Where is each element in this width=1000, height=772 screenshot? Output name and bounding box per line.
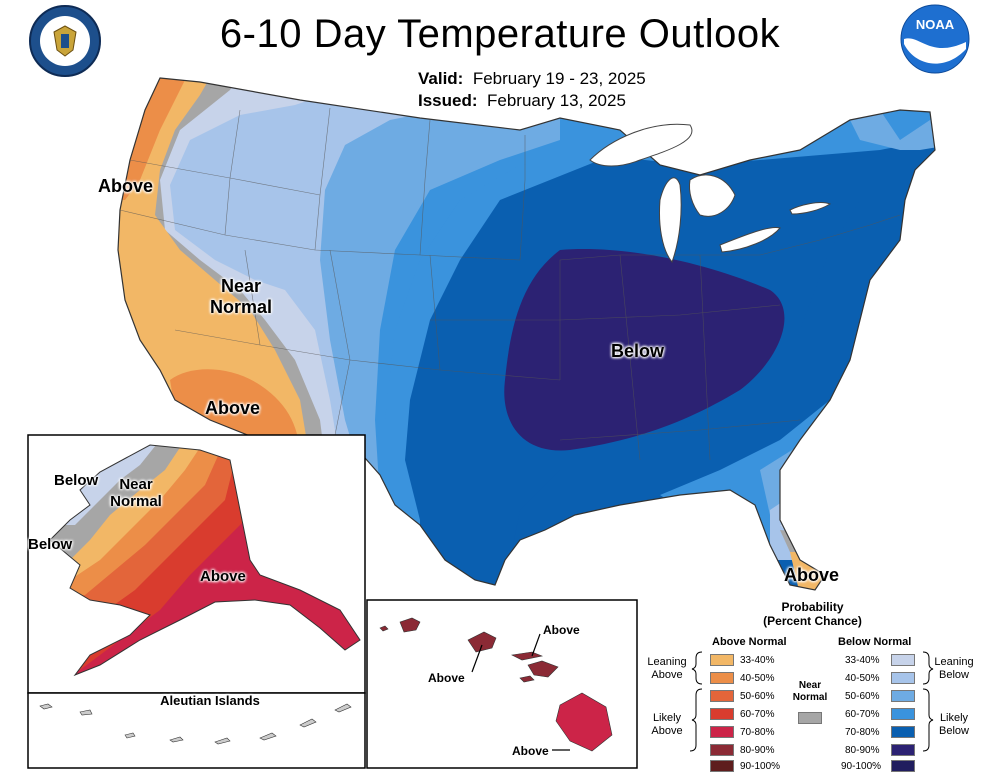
label-above-southwest: Above	[205, 398, 261, 418]
legend-above-80-90: 80-90%	[710, 744, 774, 756]
noaa-logo-icon: NOAA	[900, 4, 970, 74]
issued-label: Issued:	[418, 91, 478, 110]
legend-likely-above: Likely Above	[651, 712, 683, 737]
legend-below-80-90: 80-90%	[845, 744, 916, 756]
legend-title: Probability (Percent Chance)	[763, 600, 862, 628]
legend-likely-below: Likely Below	[939, 712, 969, 737]
valid-dates: February 19 - 23, 2025	[472, 69, 646, 88]
label-hi-above-3: Above	[512, 744, 549, 758]
hawaii-map	[379, 617, 613, 752]
label-above-northwest: Above	[98, 176, 154, 196]
legend-leaning-below: Leaning Below	[934, 656, 974, 681]
legend-above-33-40: 33-40%	[710, 654, 774, 666]
label-ak-above: Above	[200, 568, 246, 585]
commerce-seal-icon	[28, 4, 102, 78]
legend-below-50-60: 50-60%	[845, 690, 916, 702]
label-ak-below-west: Below	[28, 536, 73, 553]
label-below-central: Below	[611, 341, 665, 361]
legend-below-90-100: 90-100%	[841, 760, 916, 772]
date-block: Valid: February 19 - 23, 2025 Issued: Fe…	[418, 68, 646, 112]
label-hi-above-2: Above	[428, 671, 465, 685]
label-hi-above-1: Above	[543, 623, 580, 637]
legend-below-60-70: 60-70%	[845, 708, 916, 720]
valid-label: Valid:	[418, 69, 464, 88]
legend-near-normal-swatch	[798, 712, 822, 724]
legend-above-header: Above Normal	[712, 636, 787, 648]
label-near-normal: Near Normal	[209, 276, 272, 317]
probability-legend: Probability (Percent Chance) Above Norma…	[640, 600, 985, 772]
legend-above-50-60: 50-60%	[710, 690, 774, 702]
issued-date: February 13, 2025	[486, 91, 626, 110]
label-ak-below-north: Below	[54, 472, 99, 489]
legend-above-40-50: 40-50%	[710, 672, 774, 684]
label-ak-near-normal: Near Normal	[110, 476, 162, 510]
legend-below-70-80: 70-80%	[845, 726, 916, 738]
svg-text:NOAA: NOAA	[916, 17, 955, 32]
legend-leaning-above: Leaning Above	[647, 656, 687, 681]
legend-below-40-50: 40-50%	[845, 672, 916, 684]
aleutian-islands-title: Aleutian Islands	[160, 693, 260, 708]
legend-near-normal-label: Near Normal	[792, 680, 828, 703]
legend-above-60-70: 60-70%	[710, 708, 774, 720]
page-title: 6-10 Day Temperature Outlook	[219, 12, 781, 56]
legend-below-33-40: 33-40%	[845, 654, 916, 666]
legend-above-70-80: 70-80%	[710, 726, 774, 738]
legend-above-90-100: 90-100%	[710, 760, 780, 772]
label-above-florida: Above	[784, 565, 840, 585]
legend-braces	[689, 651, 934, 752]
legend-below-header: Below Normal	[838, 636, 912, 648]
